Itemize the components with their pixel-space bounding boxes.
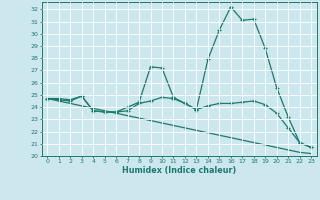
X-axis label: Humidex (Indice chaleur): Humidex (Indice chaleur)	[122, 166, 236, 175]
